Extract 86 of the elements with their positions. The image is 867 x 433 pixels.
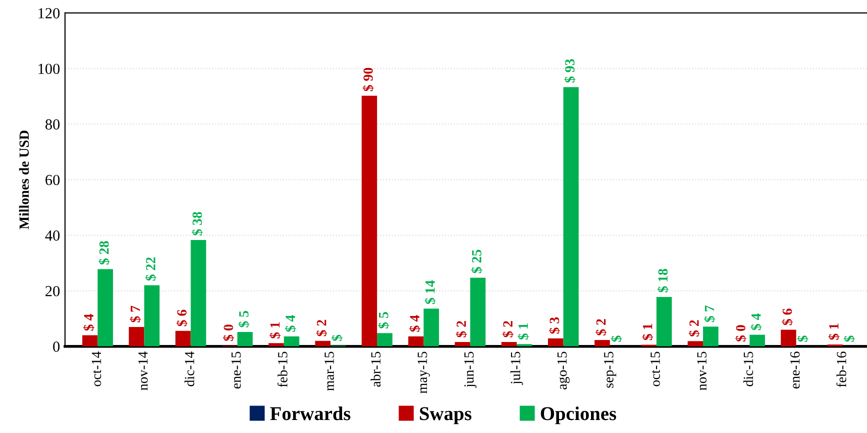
data-label: $ 4 [83, 314, 94, 331]
bar [128, 326, 144, 346]
x-tick-label: abr-15 [370, 352, 381, 387]
data-label: $ 1 [518, 323, 529, 340]
data-label: $ 28 [98, 241, 110, 264]
data-label: $ 22 [145, 257, 156, 281]
x-tick-label: nov-15 [697, 352, 707, 390]
bar [268, 343, 284, 346]
data-label: $ 38 [192, 212, 203, 236]
x-tick-label: feb-15 [277, 352, 288, 388]
data-label: $ 3 [548, 317, 560, 334]
data-label: $ 25 [471, 250, 482, 274]
data-label: $ 2 [595, 319, 607, 336]
data-label: $ 6 [782, 308, 793, 326]
y-tick-label: 0 [53, 342, 60, 352]
legend-label: Forwards [270, 406, 350, 420]
data-label: $ 7 [130, 306, 141, 322]
data-label: $ 6 [176, 310, 188, 326]
bar [190, 240, 206, 346]
y-tick-label: 60 [46, 174, 60, 186]
y-tick-label: 80 [45, 119, 60, 130]
bar [548, 338, 564, 346]
bar [688, 341, 704, 346]
data-label: $ 1 [642, 324, 654, 340]
data-label: $ 2 [316, 320, 328, 336]
data-label: $ 2 [502, 321, 514, 338]
bar [703, 326, 718, 346]
legend-label: Opciones [540, 406, 616, 424]
bar [750, 334, 765, 346]
data-label: $ 93 [564, 59, 576, 83]
data-label: $ 0 [735, 325, 746, 342]
legend-label: Swaps [420, 407, 472, 424]
bar [144, 285, 160, 346]
x-tick-label: oct-15 [650, 352, 660, 386]
y-tick-label: 40 [45, 230, 60, 241]
x-tick-label: ene-16 [790, 352, 800, 389]
data-label: $ 1 [828, 324, 840, 340]
x-tick-label: ene-15 [232, 352, 241, 389]
bar [470, 278, 486, 346]
data-label: $ 7 [704, 305, 716, 322]
data-label: $ 0 [222, 324, 234, 341]
y-axis-title: Millones de USD [19, 130, 29, 230]
x-tick-label: feb-16 [836, 352, 846, 388]
data-label: $ 5 [238, 310, 250, 328]
bar [656, 296, 672, 346]
x-tick-label: ago-15 [557, 352, 570, 390]
x-tick-label: dic-15 [743, 352, 754, 386]
data-label: $ [797, 336, 808, 342]
bar [594, 340, 610, 346]
bar [563, 87, 579, 346]
data-label: $ 4 [409, 315, 420, 332]
bar [315, 340, 330, 346]
x-tick-label: mar-15 [324, 352, 334, 391]
x-tick-label: may-15 [418, 352, 430, 394]
data-label: $ 5 [378, 312, 390, 328]
x-tick-label: dic-14 [184, 351, 194, 386]
bar [82, 335, 98, 346]
data-label: $ 2 [456, 321, 467, 338]
data-label: $ 2 [688, 320, 700, 336]
bar [98, 269, 113, 346]
x-tick-label: jul-15 [510, 352, 524, 385]
bar [501, 342, 517, 346]
bar [237, 332, 253, 346]
bar [284, 336, 300, 346]
data-label: $ 4 [284, 315, 296, 332]
bar [408, 336, 424, 346]
bar [377, 333, 392, 346]
data-label: $ [844, 336, 855, 342]
x-tick-label: oct-14 [92, 351, 102, 386]
data-label: $ 1 [270, 322, 281, 338]
bar [362, 96, 378, 346]
x-tick-label: sep-15 [604, 352, 616, 388]
x-tick-label: jun-15 [464, 352, 476, 388]
data-label: $ 18 [657, 268, 669, 292]
data-label: $ 4 [750, 313, 762, 330]
bar [175, 330, 191, 346]
y-tick-label: 120 [38, 8, 60, 18]
x-tick-label: nov-14 [138, 351, 148, 390]
data-label: $ 14 [424, 280, 436, 304]
data-label: $ 90 [362, 68, 374, 92]
bar [780, 330, 796, 346]
bar [424, 308, 439, 346]
data-label: $ [610, 336, 622, 342]
y-tick-label: 20 [46, 286, 60, 296]
y-tick-label: 100 [38, 64, 60, 74]
data-label: $ [331, 334, 343, 341]
